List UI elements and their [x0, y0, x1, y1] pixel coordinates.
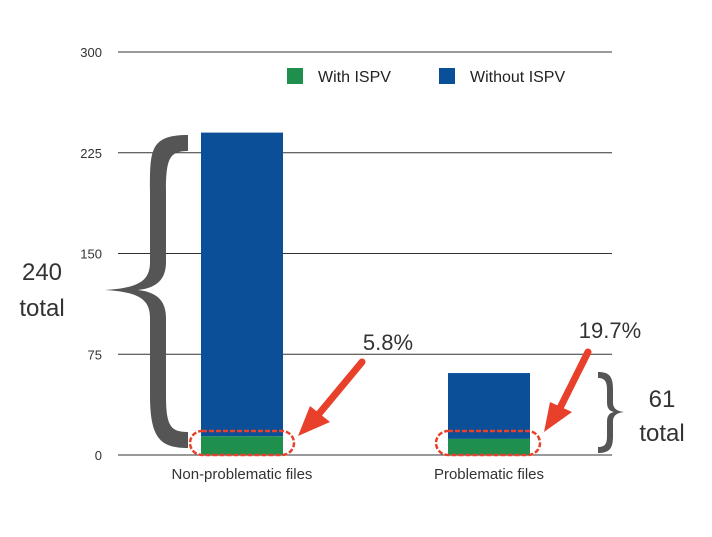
arrow-problematic: [544, 348, 592, 432]
y-tick-label-75: 75: [88, 347, 102, 362]
y-tick-label-0: 0: [95, 448, 102, 463]
legend-label-without-ispv: Without ISPV: [470, 69, 565, 86]
arrow-nonproblematic: [298, 358, 366, 436]
legend-swatch-without-ispv: [439, 68, 455, 84]
pct-problematic-label: 19.7%: [579, 318, 641, 343]
x-axis-categories: Non-problematic files Problematic files: [172, 466, 544, 483]
bar-non-problematic-files-without-ispv: [201, 132, 283, 437]
legend-swatch-with-ispv: [287, 68, 303, 84]
x-category-label-problematic-files: Problematic files: [434, 466, 544, 483]
right-brace: [598, 372, 624, 453]
pct-nonproblematic-label: 5.8%: [363, 330, 413, 355]
left-brace: [105, 135, 188, 448]
highlight-ellipse-nonproblematic: [188, 429, 296, 457]
y-tick-label-150: 150: [80, 247, 102, 262]
right-total-number: 61: [649, 386, 676, 413]
left-total-number: 240: [22, 259, 62, 286]
left-total-word: total: [19, 295, 64, 322]
bar-problematic-files-without-ispv: [448, 373, 530, 439]
legend-label-with-ispv: With ISPV: [318, 69, 391, 86]
bars: [201, 132, 530, 455]
y-axis-ticks: 0 75 150 225 300: [80, 45, 102, 463]
y-tick-label-225: 225: [80, 146, 102, 161]
bar-non-problematic-files-with-ispv: [201, 436, 283, 455]
y-tick-label-300: 300: [80, 45, 102, 60]
bar-problematic-files-with-ispv: [448, 438, 530, 455]
right-total-word: total: [639, 420, 684, 447]
gridlines: [118, 51, 612, 456]
highlight-ellipse-problematic: [434, 429, 542, 457]
x-category-label-non-problematic-files: Non-problematic files: [172, 466, 313, 483]
legend: With ISPV Without ISPV: [287, 68, 565, 86]
